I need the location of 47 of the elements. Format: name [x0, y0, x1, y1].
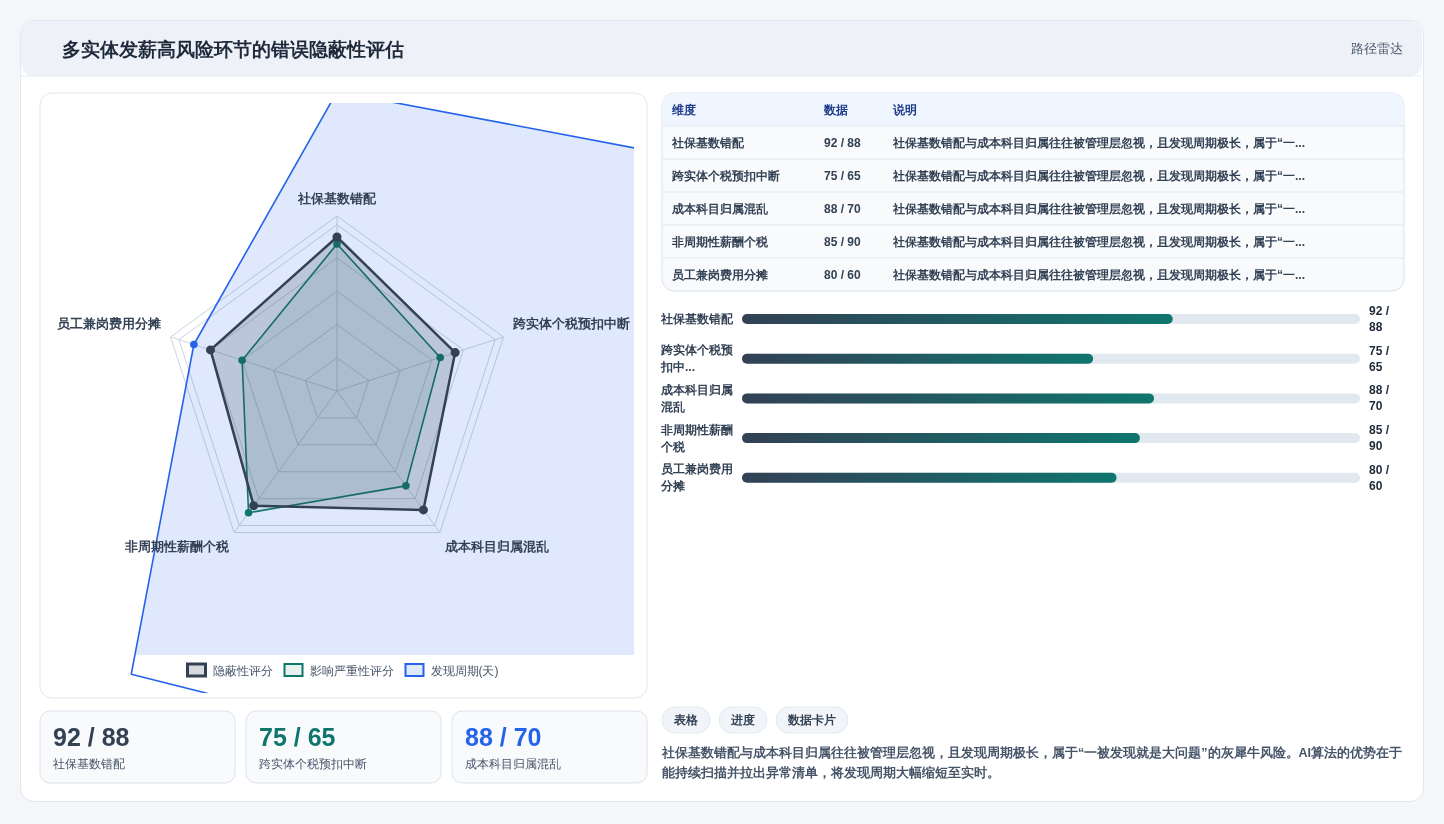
text: 社保基数错配与成本科目归属往往被管理层忽视，且发现周期极长，属于“一...	[892, 268, 1306, 282]
text: 数据卡片	[787, 713, 836, 727]
data-label: 85 / 90	[1369, 423, 1390, 454]
spoke-label: 成本科目归属混乱	[443, 540, 549, 554]
text: 社保基数错配与成本科目归属往往被管理层忽视，且发现周期极长，属于“一被发现就是大问题”的灰犀牛风险。AI算法的优势在于能持续扫描并拉出异常清单，将发现周期大幅缩短至实时。	[662, 745, 1403, 782]
text: 80 / 60	[824, 268, 862, 282]
text: 75 / 65	[259, 723, 336, 751]
text: 88 / 70	[465, 723, 542, 751]
y-tick-label: 员工兼岗费用分摊	[660, 462, 733, 494]
text: 路径雷达	[1351, 41, 1403, 56]
text: 说明	[892, 103, 917, 117]
spoke-label: 跨实体个税预扣中断	[511, 316, 630, 332]
text: 多实体发薪高风险环节的错误隐蔽性评估	[62, 39, 404, 60]
text: 表格	[673, 713, 699, 726]
text: 成本科目归属混乱	[465, 757, 561, 771]
text: 员工兼岗费用分摊	[672, 268, 768, 282]
text: 85 / 90	[824, 235, 862, 249]
y-tick-label: 非周期性薪酬个税	[660, 422, 733, 454]
text: 维度	[671, 103, 696, 117]
data-label: 80 / 60	[1369, 462, 1390, 493]
text: 跨实体个税预扣中断	[671, 169, 780, 183]
legend-label: 影响严重性评分	[309, 664, 394, 678]
legend-label: 隐蔽性评分	[212, 664, 273, 678]
text: 数据	[823, 103, 848, 117]
spoke-label: 社保基数错配	[297, 191, 377, 206]
text: 社保基数错配	[53, 757, 125, 771]
text: 成本科目归属混乱	[671, 202, 768, 216]
y-tick-label: 跨实体个税预扣中...	[660, 343, 734, 375]
data-label: 75 / 65	[1369, 343, 1390, 374]
text: 社保基数错配与成本科目归属往往被管理层忽视，且发现周期极长，属于“一...	[892, 202, 1306, 216]
text: 非周期性薪酬个税	[671, 235, 769, 249]
text: 社保基数错配与成本科目归属往往被管理层忽视，且发现周期极长，属于“一...	[892, 136, 1306, 150]
text: 进度	[730, 713, 755, 726]
text: 75 / 65	[824, 169, 862, 183]
text: 社保基数错配与成本科目归属往往被管理层忽视，且发现周期极长，属于“一...	[892, 235, 1306, 249]
y-tick-label: 成本科目归属混乱	[660, 382, 733, 414]
spoke-label: 员工兼岗费用分摊	[57, 317, 162, 332]
data-label: 88 / 70	[1369, 383, 1390, 414]
text: 92 / 88	[824, 136, 862, 150]
text: 88 / 70	[824, 202, 862, 216]
text: 社保基数错配	[671, 136, 745, 150]
text: 92 / 88	[53, 723, 130, 751]
data-label: 92 / 88	[1369, 304, 1390, 334]
text: 跨实体个税预扣中断	[259, 757, 367, 771]
y-tick-label: 社保基数错配	[660, 312, 734, 326]
text: 社保基数错配与成本科目归属往往被管理层忽视，且发现周期极长，属于“一...	[892, 169, 1306, 183]
legend-label: 发现周期(天)	[430, 664, 499, 678]
